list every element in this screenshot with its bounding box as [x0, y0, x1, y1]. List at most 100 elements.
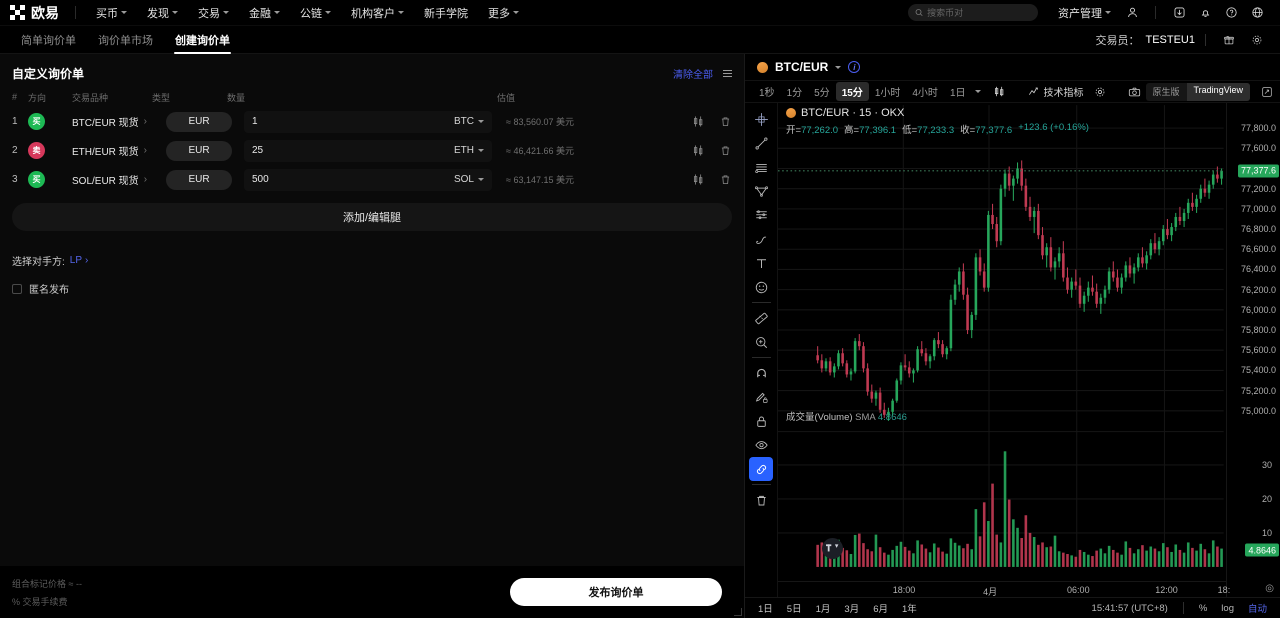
nav-item-chain[interactable]: 公链	[290, 5, 341, 21]
table-row[interactable]: 1 买 BTC/EUR 现货 › EUR 1 BTC ≈ 83,560.07 美…	[0, 107, 744, 136]
leg-type-selector[interactable]: EUR	[166, 140, 232, 161]
time-axis[interactable]: 18:00 4月 06:00 12:00 18: ◎	[778, 581, 1274, 597]
link-icon[interactable]	[749, 457, 773, 481]
nav-item-buy-crypto[interactable]: 买币	[86, 5, 137, 21]
emoji-icon[interactable]	[749, 275, 773, 299]
leg-quantity-input[interactable]: 500 SOL	[244, 168, 492, 191]
fullscreen-icon[interactable]	[1254, 82, 1280, 102]
chart-type-icon[interactable]	[988, 85, 1011, 98]
timeframe-1d[interactable]: 1日	[949, 88, 966, 99]
trash-icon[interactable]	[749, 488, 773, 512]
help-icon[interactable]	[1218, 3, 1244, 23]
time-axis-settings-icon[interactable]: ◎	[1265, 583, 1274, 594]
leg-quantity-input[interactable]: 25 ETH	[244, 139, 492, 162]
range-1d[interactable]: 1日	[758, 604, 773, 615]
nav-item-institutional[interactable]: 机构客户	[341, 5, 414, 21]
candlestick-icon[interactable]	[692, 115, 705, 128]
counterparty-value[interactable]: LP ›	[70, 255, 89, 266]
fib-retracement-icon[interactable]	[749, 203, 773, 227]
user-icon[interactable]	[1119, 3, 1145, 23]
chevron-down-icon[interactable]	[835, 65, 842, 69]
tab-rfq-market[interactable]: 询价单市场	[87, 26, 164, 54]
tab-simple-rfq[interactable]: 简单询价单	[10, 26, 87, 54]
view-mode-tradingview[interactable]: TradingView	[1186, 82, 1251, 101]
add-edit-leg-button[interactable]: 添加/编辑腿	[12, 203, 732, 231]
leg-unit-selector[interactable]: SOL	[454, 174, 484, 185]
nav-item-discover[interactable]: 发现	[137, 5, 188, 21]
range-1m[interactable]: 1月	[815, 604, 831, 615]
pitchfork-icon[interactable]	[749, 179, 773, 203]
view-mode-native[interactable]: 原生版	[1152, 87, 1180, 97]
delete-icon[interactable]	[719, 144, 732, 157]
text-icon[interactable]	[749, 251, 773, 275]
lock-icon[interactable]	[749, 409, 773, 433]
clear-all-button[interactable]: 清除全部	[673, 69, 713, 81]
menu-icon[interactable]	[723, 69, 732, 77]
chevron-down-icon[interactable]	[974, 90, 981, 93]
search-input[interactable]	[927, 7, 1031, 18]
leg-type-selector[interactable]: EUR	[166, 169, 232, 190]
indicators-button[interactable]: 技术指标	[1023, 84, 1089, 99]
nav-item-more[interactable]: 更多	[478, 5, 529, 21]
table-row[interactable]: 3 买 SOL/EUR 现货 › EUR 500 SOL ≈ 63,147.15…	[0, 165, 744, 194]
candlestick-icon[interactable]	[692, 144, 705, 157]
pencil-lock-icon[interactable]	[749, 385, 773, 409]
price-axis[interactable]: 77,800.077,600.077,400.077,200.077,000.0…	[1226, 103, 1280, 597]
candlestick-chart[interactable]	[778, 103, 1280, 597]
asset-management-menu[interactable]: 资产管理	[1050, 5, 1119, 21]
chart-canvas-container[interactable]: BTC/EUR · 15 · OKX 开=77,262.0 高=77,396.1…	[778, 103, 1280, 597]
leg-type-selector[interactable]: EUR	[166, 111, 232, 132]
anonymous-publish-toggle[interactable]: 匿名发布	[12, 281, 732, 296]
tab-create-rfq[interactable]: 创建询价单	[164, 26, 241, 54]
brush-icon[interactable]	[749, 227, 773, 251]
leg-unit-selector[interactable]: ETH	[454, 145, 484, 156]
download-icon[interactable]	[1166, 3, 1192, 23]
leg-symbol[interactable]: ETH/EUR 现货 ›	[72, 143, 166, 158]
ruler-icon[interactable]	[749, 306, 773, 330]
range-6m[interactable]: 6月	[873, 604, 888, 615]
range-3m[interactable]: 3月	[844, 604, 860, 615]
leg-unit-selector[interactable]: BTC	[454, 116, 484, 127]
delete-icon[interactable]	[719, 173, 732, 186]
nav-item-finance[interactable]: 金融	[239, 5, 290, 21]
camera-icon[interactable]	[1123, 86, 1146, 98]
trendline-icon[interactable]	[749, 131, 773, 155]
table-row[interactable]: 2 卖 ETH/EUR 现货 › EUR 25 ETH ≈ 46,421.66 …	[0, 136, 744, 165]
timeframe-15m[interactable]: 15分	[835, 82, 869, 101]
timeframe-4h[interactable]: 4小时	[912, 88, 938, 99]
okx-logo[interactable]: 欧易	[10, 3, 59, 23]
timeframe-5m[interactable]: 5分	[814, 88, 830, 99]
eye-icon[interactable]	[749, 433, 773, 457]
crosshair-icon[interactable]	[749, 107, 773, 131]
globe-icon[interactable]	[1244, 3, 1270, 23]
resize-handle[interactable]	[734, 608, 742, 616]
info-icon[interactable]: i	[848, 61, 861, 73]
leg-symbol[interactable]: BTC/EUR 现货 ›	[72, 114, 166, 129]
leg-symbol[interactable]: SOL/EUR 现货 ›	[72, 172, 166, 187]
leg-direction[interactable]: 卖	[28, 142, 72, 159]
range-1y[interactable]: 1年	[901, 604, 917, 615]
range-5d[interactable]: 5日	[786, 604, 802, 615]
timeframe-1h[interactable]: 1小时	[874, 88, 901, 99]
nav-item-trade[interactable]: 交易	[188, 5, 239, 21]
leg-quantity-input[interactable]: 1 BTC	[244, 110, 492, 133]
magnet-icon[interactable]	[749, 361, 773, 385]
leg-direction[interactable]: 买	[28, 171, 72, 188]
settings-icon[interactable]	[1244, 30, 1270, 50]
bell-icon[interactable]	[1192, 3, 1218, 23]
chart-settings-icon[interactable]	[1089, 86, 1111, 98]
auto-scale-toggle[interactable]: 自动	[1247, 604, 1267, 615]
publish-rfq-button[interactable]: 发布询价单	[510, 578, 722, 606]
anonymous-checkbox[interactable]	[12, 283, 22, 294]
gift-icon[interactable]	[1216, 30, 1242, 50]
leg-direction[interactable]: 买	[28, 113, 72, 130]
timeframe-1m[interactable]: 1分	[786, 88, 803, 99]
zoom-in-icon[interactable]	[749, 330, 773, 354]
horizontal-lines-icon[interactable]	[749, 155, 773, 179]
nav-item-academy[interactable]: 新手学院	[414, 5, 478, 21]
percent-scale-toggle[interactable]: %	[1198, 602, 1208, 614]
timeframe-1s[interactable]: 1秒	[759, 88, 775, 99]
search-box[interactable]	[908, 4, 1038, 21]
log-scale-toggle[interactable]: log	[1221, 602, 1234, 614]
delete-icon[interactable]	[719, 115, 732, 128]
